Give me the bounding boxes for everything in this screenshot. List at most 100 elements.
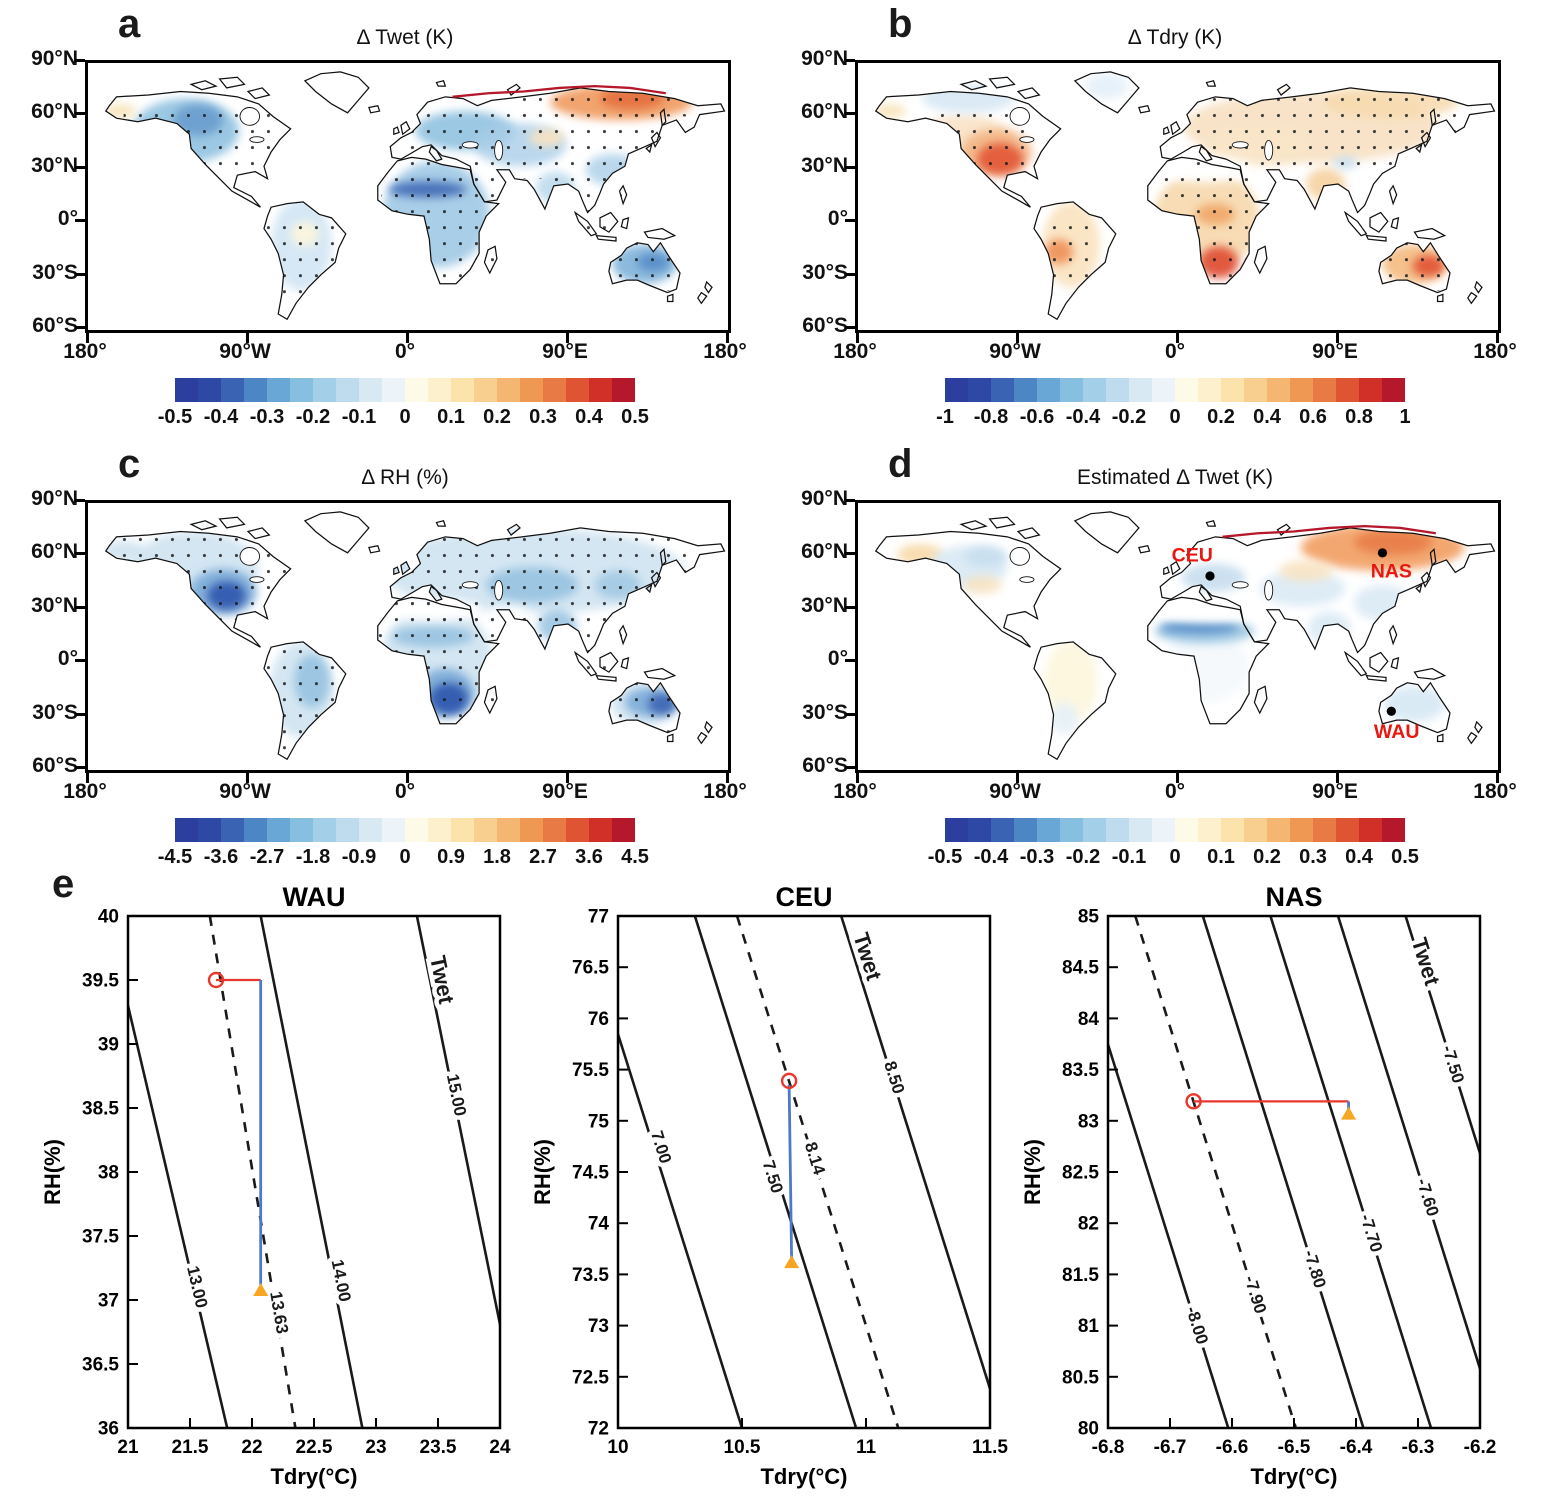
isoline-value-label: 14.00	[328, 1258, 355, 1303]
colorbar-tick-label: 0.5	[621, 406, 649, 428]
colorbar-segment	[945, 378, 968, 402]
panel-letter: a	[118, 2, 141, 46]
lat-tick-label: 0°	[827, 207, 848, 231]
profile-title: CEU	[775, 882, 832, 912]
lon-tick-label: 90°W	[989, 340, 1041, 363]
svg-text:-6.8: -6.8	[1092, 1437, 1125, 1458]
lat-tick-label: 60°N	[31, 540, 78, 564]
lat-tick-label: 30°S	[802, 700, 848, 724]
colorbar-segment	[1221, 378, 1244, 402]
lon-tick-mark	[566, 773, 569, 783]
colorbar-segment	[1290, 818, 1313, 842]
lon-tick-mark	[1496, 773, 1499, 783]
colorbar-tick-label: 0.8	[1345, 406, 1373, 428]
lat-tick-label: 30°S	[32, 700, 78, 724]
lon-tick-label: 90°W	[989, 780, 1041, 803]
y-axis-label: RH(%)	[1020, 1139, 1045, 1205]
lat-tick-label: 60°N	[801, 100, 848, 124]
colorbar-segment	[612, 378, 635, 402]
lat-tick-mark	[75, 552, 85, 556]
panel-letter: b	[888, 2, 913, 46]
colorbar-segment	[1129, 378, 1152, 402]
colorbar-segment	[359, 378, 382, 402]
lon-tick-label: 180°	[63, 780, 107, 803]
colorbar-segment	[382, 378, 405, 402]
lon-tick-mark	[726, 333, 729, 343]
colorbar-segment	[336, 818, 359, 842]
isoline-value-label: -7.90	[1240, 1273, 1270, 1316]
lon-tick-mark	[1176, 773, 1179, 783]
panel-letter-e: e	[52, 862, 75, 906]
svg-text:84.5: 84.5	[1062, 958, 1099, 979]
lon-tick-label: 90°W	[219, 340, 271, 363]
lat-tick-label: 30°S	[802, 260, 848, 284]
colorbar-segment	[382, 818, 405, 842]
colorbar-segment	[1129, 818, 1152, 842]
lat-tick-label: 90°N	[31, 47, 78, 70]
colorbar-segment	[175, 818, 198, 842]
profile-title: WAU	[283, 882, 346, 912]
colorbar-tick-label: -0.1	[1111, 846, 1147, 868]
lat-tick-mark	[75, 165, 85, 169]
svg-text:-6.6: -6.6	[1216, 1437, 1249, 1458]
map-plot-area	[85, 60, 731, 333]
nas-contour-plot: -6.8 -6.7 -6.6 -6.5 -6.4 -6.3 -6.2 80 80.5 81 81.5…	[1020, 882, 1496, 1489]
svg-text:76: 76	[588, 1009, 609, 1030]
panel-letter: c	[118, 442, 141, 486]
colorbar-tick-label: 1	[1399, 406, 1411, 428]
colorbar-tick-label: 0.3	[1299, 846, 1327, 868]
colorbar-tick-label: 0.9	[437, 846, 465, 868]
lat-tick-mark	[75, 499, 85, 502]
lat-tick-label: 60°S	[32, 754, 78, 777]
isoline-value-label: 13.63	[266, 1290, 292, 1335]
colorbar-tick-label: -0.3	[1019, 846, 1055, 868]
svg-text:77: 77	[588, 907, 609, 928]
start-state-marker	[207, 971, 225, 989]
svg-text:38.5: 38.5	[82, 1099, 119, 1120]
colorbar-segment	[945, 818, 968, 842]
colorbar-segment	[520, 378, 543, 402]
colorbar-tick-label: -3.6	[203, 846, 239, 868]
svg-text:23: 23	[365, 1437, 386, 1458]
svg-text:40: 40	[98, 907, 119, 928]
twet-isoline--7.70	[1269, 916, 1433, 1428]
twet-isoline-8.14	[735, 916, 900, 1428]
twet-isoline--7.90	[1134, 916, 1298, 1428]
twet-isoline-14.00	[259, 916, 364, 1428]
lon-tick-label: 0°	[1164, 780, 1186, 803]
anomaly-field-layer	[897, 524, 1465, 735]
twet-axis-label: Twet	[1407, 935, 1446, 989]
isoline-value-label: 8.50	[880, 1059, 908, 1096]
lat-tick-mark	[75, 605, 85, 609]
isoline-value-label: 13.00	[183, 1264, 211, 1310]
lat-tick-label: 90°N	[801, 47, 848, 70]
colorbar-tick-label: 0.1	[1207, 846, 1235, 868]
lon-tick-mark	[246, 773, 249, 783]
ceu-contour-plot: 10 10.5 11 11.5 72 72.5 73 73.5 74 74.5 75 75.5 76 76…	[530, 882, 1008, 1489]
lon-tick-label: 90°E	[1312, 780, 1358, 803]
lat-tick-label: 60°N	[31, 100, 78, 124]
colorbar-segment	[1152, 378, 1175, 402]
isoline-value-label: -7.80	[1300, 1248, 1330, 1291]
lat-tick-mark	[75, 326, 85, 329]
lat-tick-label: 90°N	[801, 487, 848, 510]
end-state-marker	[784, 1255, 800, 1269]
svg-text:73: 73	[588, 1316, 609, 1337]
lat-tick-mark	[845, 59, 855, 62]
lon-tick-label: 0°	[394, 340, 416, 363]
svg-text:38: 38	[98, 1163, 119, 1184]
lon-tick-mark	[566, 333, 569, 343]
svg-text:75: 75	[588, 1111, 610, 1132]
colorbar	[945, 818, 1405, 842]
colorbar	[175, 818, 635, 842]
svg-text:39: 39	[98, 1035, 119, 1056]
colorbar-segment	[1083, 378, 1106, 402]
colorbar-segment	[1313, 378, 1336, 402]
lon-tick-label: 90°E	[542, 780, 588, 803]
colorbar-segment	[267, 818, 290, 842]
panel-c-delta-rh-map: c Δ RH (%) 90°N 60°N 30°N 0° 30°S 60°S 180° 90°…	[30, 444, 770, 882]
panel-e-nas-contour: -6.8 -6.7 -6.6 -6.5 -6.4 -6.3 -6.2 80 80.5 81 81.5…	[1020, 880, 1510, 1502]
colorbar-segment	[198, 378, 221, 402]
svg-text:-6.7: -6.7	[1154, 1437, 1187, 1458]
world-map	[858, 63, 1498, 330]
